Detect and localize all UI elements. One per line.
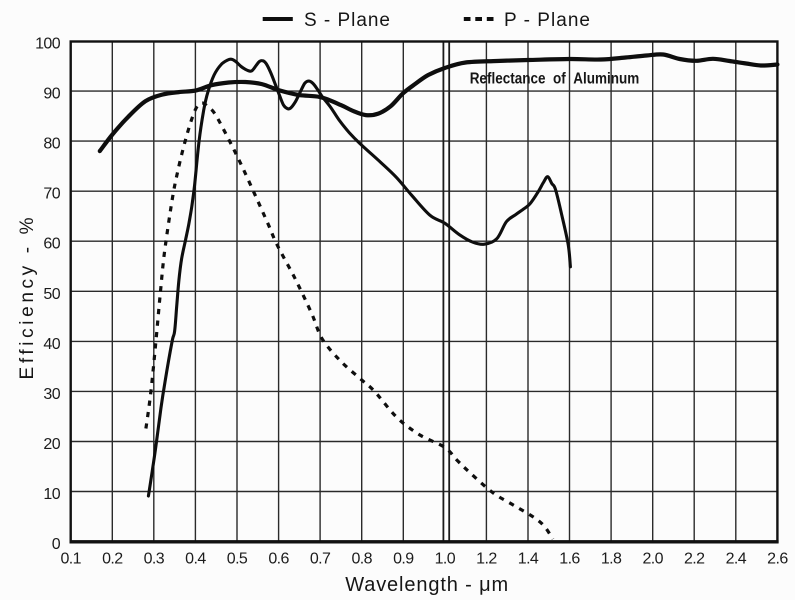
svg-text:10: 10 <box>43 486 60 503</box>
svg-text:30: 30 <box>43 386 60 403</box>
svg-text:2.2: 2.2 <box>684 551 705 568</box>
svg-text:100: 100 <box>35 36 61 53</box>
svg-text:90: 90 <box>43 86 60 103</box>
svg-text:0.8: 0.8 <box>351 551 372 568</box>
svg-text:20: 20 <box>43 436 60 453</box>
svg-text:0.9: 0.9 <box>393 551 414 568</box>
svg-text:0: 0 <box>52 536 61 553</box>
svg-text:60: 60 <box>43 236 60 253</box>
svg-text:70: 70 <box>43 186 60 203</box>
svg-text:40: 40 <box>43 336 60 353</box>
svg-text:0.1: 0.1 <box>60 551 81 568</box>
svg-text:0.7: 0.7 <box>310 551 331 568</box>
svg-text:2.0: 2.0 <box>642 551 663 568</box>
svg-text:1.8: 1.8 <box>601 551 622 568</box>
svg-text:0.5: 0.5 <box>227 551 248 568</box>
svg-text:0.6: 0.6 <box>268 551 289 568</box>
svg-text:P - Plane: P - Plane <box>504 10 590 31</box>
svg-text:2.6: 2.6 <box>767 551 788 568</box>
svg-text:Wavelength - μm: Wavelength - μm <box>345 574 508 596</box>
svg-text:Reflectance of Aluminum: Reflectance of Aluminum <box>470 71 640 88</box>
svg-text:S - Plane: S - Plane <box>304 10 390 31</box>
svg-text:0.2: 0.2 <box>102 551 123 568</box>
svg-text:0.4: 0.4 <box>185 551 206 568</box>
svg-text:2.4: 2.4 <box>726 551 747 568</box>
svg-text:1.2: 1.2 <box>476 551 497 568</box>
svg-text:1.6: 1.6 <box>559 551 580 568</box>
svg-text:1.4: 1.4 <box>518 551 539 568</box>
svg-text:80: 80 <box>43 136 60 153</box>
svg-text:50: 50 <box>43 286 60 303</box>
svg-text:Efficiency - %: Efficiency - % <box>17 217 38 379</box>
svg-text:0.3: 0.3 <box>144 551 165 568</box>
svg-text:1.0: 1.0 <box>435 551 456 568</box>
